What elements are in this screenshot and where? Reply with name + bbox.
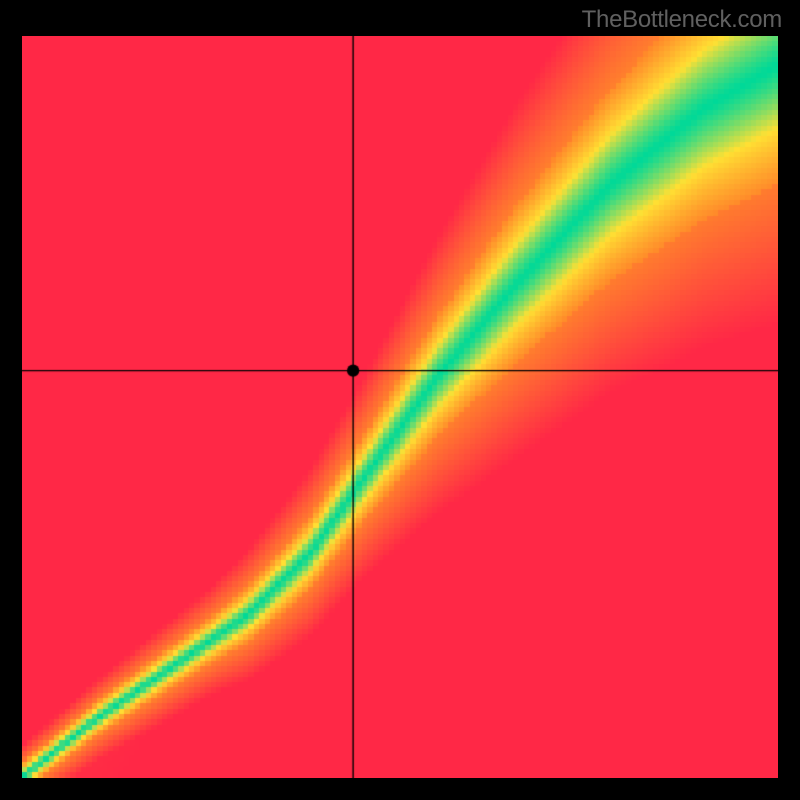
watermark-text: TheBottleneck.com	[582, 6, 782, 34]
bottleneck-heatmap	[22, 36, 778, 778]
chart-container: TheBottleneck.com	[0, 0, 800, 800]
